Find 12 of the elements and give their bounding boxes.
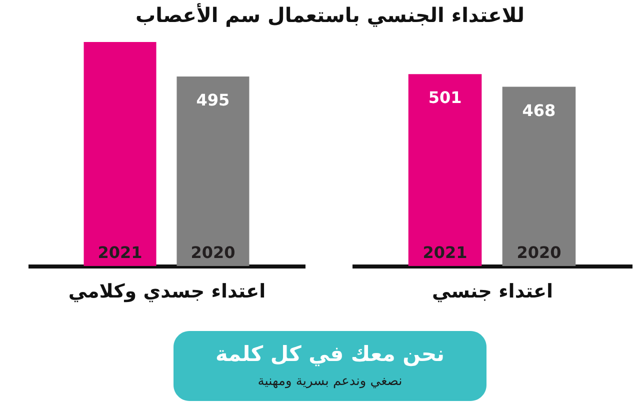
x-tick-label: 2020 (516, 243, 562, 262)
x-axis-title: اعتداء جسدي وكلامي (68, 280, 266, 302)
x-tick-label: 2021 (98, 243, 142, 262)
x-axis-title: اعتداء جنسي (432, 280, 554, 302)
x-tick-label: 2020 (190, 243, 236, 262)
data-label: 495 (196, 90, 230, 110)
data-label: 468 (522, 100, 556, 120)
chart-title: للاعتداء الجنسي باستعمال سم الأعصاب (135, 3, 525, 27)
data-label: 501 (428, 88, 462, 108)
text: نحن معك في كل كلمة (215, 342, 445, 367)
text: نصغي وندعم بسرية ومهنية (258, 374, 402, 389)
x-tick-label: 2021 (422, 243, 468, 262)
